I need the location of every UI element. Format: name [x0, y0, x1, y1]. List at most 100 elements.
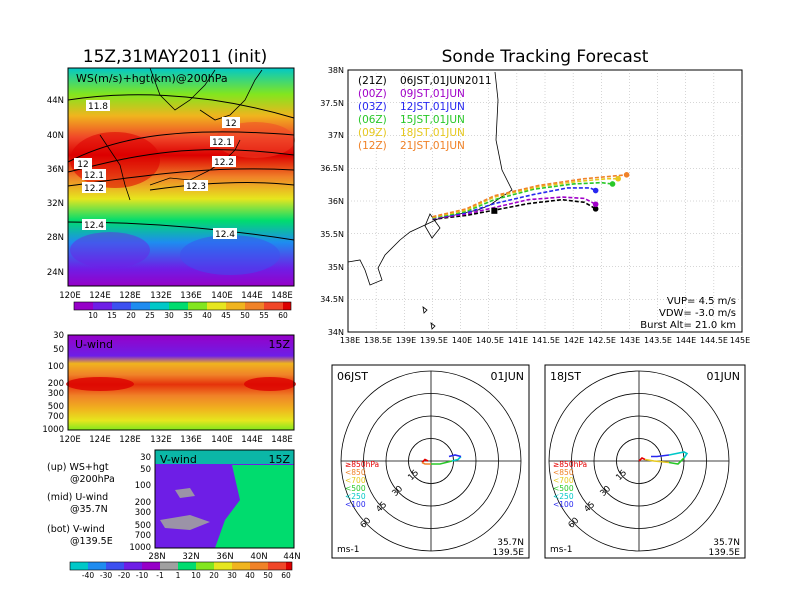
v-grey-area-2 [175, 488, 195, 498]
hodo-time: 06JST [337, 370, 368, 383]
info-vup: VUP= 4.5 m/s [667, 296, 736, 307]
pressure-legend-item: <100 [345, 500, 366, 509]
landing-point [615, 175, 621, 182]
colorbar-tick: 30 [227, 571, 237, 580]
lon-tick: 132E [150, 291, 172, 301]
p-tick: 500 [48, 402, 64, 412]
pressure-legend-item: <700 [345, 476, 366, 485]
lon-tick: 148E [271, 435, 293, 445]
track-line [432, 177, 619, 219]
lat-tick: 36N [216, 552, 233, 562]
legend-z: (12Z) [358, 140, 387, 152]
right-title: Sonde Tracking Forecast [442, 47, 649, 67]
landing-point [592, 206, 599, 212]
lat-tick: 36.5N [320, 164, 344, 173]
v-wind-panel: V-wind 15Z 30 50 100 200 300 500 700 100… [69, 449, 301, 580]
landing-point [623, 172, 630, 178]
lon-tick: 144E [241, 291, 263, 301]
hodo-trace [448, 454, 462, 458]
height-label: 12.1 [84, 171, 104, 181]
lon-tick: 140.5E [476, 336, 504, 345]
colorbar-tick: 35 [183, 311, 193, 320]
v-upper-band [155, 450, 294, 464]
coastline-korea [149, 67, 216, 111]
p-tick: 50 [53, 345, 64, 355]
colorbar-tick: 10 [88, 311, 98, 320]
p-tick: 30 [53, 331, 64, 341]
lon-tick: 144E [241, 435, 263, 445]
legend-z: (09Z) [358, 127, 387, 139]
lat-tick: 40N [47, 131, 64, 141]
pressure-legend-item: ≥850hPa [553, 460, 587, 469]
track-line [432, 181, 613, 219]
track-line [432, 198, 597, 221]
pressure-legend-item: <100 [553, 500, 574, 509]
hodo-trace [668, 457, 685, 465]
legend-jst: 18JST,01JUN [400, 127, 465, 139]
lon-tick: 142E [564, 336, 584, 345]
hodograph-06jst: 06JST 01JUN 35.7N 139.5E ms-1 15304560≥8… [331, 364, 530, 559]
note-up-2: @200hPa [70, 474, 115, 485]
landing-point [592, 201, 599, 208]
track-info: VUP= 4.5 m/s VDW= -3.0 m/s Burst Alt= 21… [640, 296, 736, 331]
coastline-island-2 [430, 322, 436, 330]
lat-tick: 28N [148, 552, 165, 562]
lon-tick: 128E [119, 435, 141, 445]
hodo-trace [644, 458, 670, 464]
lon-tick: 138.5E [364, 336, 392, 345]
info-vdw: VDW= -3.0 m/s [659, 308, 736, 319]
colorbar-tick: 45 [221, 311, 231, 320]
landing-point [609, 181, 616, 187]
hodo-lon: 139.5E [709, 548, 741, 558]
lat-tick: 32N [47, 199, 64, 209]
v-positive-area [215, 465, 294, 548]
coastline-island [422, 306, 428, 314]
pressure-legend-item: <500 [345, 484, 366, 493]
colorbar-tick: 30 [164, 311, 174, 320]
hodo-lat: 35.7N [497, 538, 524, 548]
lon-tick: 139.5E [420, 336, 448, 345]
p-tick: 700 [48, 412, 64, 422]
u-time: 15Z [268, 338, 290, 351]
ws-label: WS(m/s)+hgt(km)@200hPa [76, 72, 228, 85]
v-grey-area [160, 515, 210, 530]
colorbar-tick: -20 [118, 571, 130, 580]
note-bot-2: @139.5E [70, 536, 113, 547]
note-up-1: (up) WS+hgt [47, 462, 109, 473]
lon-tick: 148E [271, 291, 293, 301]
lon-tick: 144.5E [700, 336, 728, 345]
note-bot-1: (bot) V-wind [47, 524, 105, 535]
hodo-lon: 139.5E [493, 548, 525, 558]
p-tick: 100 [135, 481, 151, 491]
v-time: 15Z [268, 453, 290, 466]
ws-lon-ticks: 120E 124E 128E 132E 136E 140E 144E 148E [59, 291, 293, 301]
lon-tick: 132E [150, 435, 172, 445]
p-tick: 300 [48, 389, 64, 399]
lon-tick: 120E [59, 435, 81, 445]
lon-tick: 136E [180, 435, 202, 445]
height-label: 12.1 [212, 138, 232, 148]
colorbar-tick: 1 [176, 571, 181, 580]
lon-tick: 145E [730, 336, 750, 345]
low-wind-area-west [70, 232, 150, 268]
track-lon-ticks: 138E 138.5E 139E 139.5E 140E 140.5E 141E… [340, 336, 750, 345]
ws-lat-ticks: 44N 40N 36N 32N 28N 24N [47, 96, 64, 278]
p-tick: 1000 [42, 425, 64, 435]
colorbar-tick: 20 [126, 311, 136, 320]
legend-z: (21Z) [358, 75, 387, 87]
coastline-bay [424, 213, 441, 239]
p-tick: 300 [135, 508, 151, 518]
lon-tick: 124E [89, 291, 111, 301]
pressure-legend-item: <250 [553, 492, 574, 501]
lon-tick: 138E [340, 336, 360, 345]
lon-tick: 144E [676, 336, 696, 345]
hodo-trace [451, 455, 462, 462]
legend-z: (00Z) [358, 88, 387, 100]
contour-11-8 [67, 94, 295, 119]
p-tick: 1000 [129, 543, 151, 553]
left-title: 15Z,31MAY2011 (init) [83, 47, 268, 67]
lat-tick: 44N [283, 552, 300, 562]
colorbar-tick: 60 [281, 571, 291, 580]
contour-12-0 [67, 131, 295, 163]
